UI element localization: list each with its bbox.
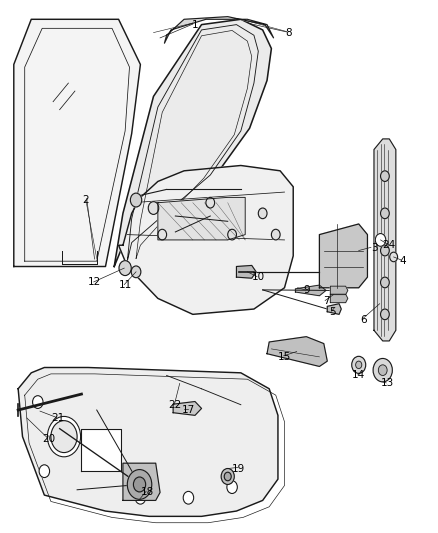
Circle shape [381,277,389,288]
Text: 3: 3 [371,243,377,253]
Circle shape [356,361,362,368]
Text: 17: 17 [182,405,195,415]
Polygon shape [158,197,245,240]
Circle shape [32,395,43,408]
Text: 22: 22 [169,400,182,410]
Polygon shape [237,265,256,278]
Text: 1: 1 [192,20,198,30]
Text: 7: 7 [323,296,329,306]
Circle shape [378,365,387,375]
Polygon shape [295,285,326,296]
Circle shape [119,261,131,276]
Text: 9: 9 [303,286,310,295]
Polygon shape [330,286,348,295]
Text: 15: 15 [278,352,291,362]
Polygon shape [119,165,293,314]
Text: 20: 20 [42,434,55,445]
Polygon shape [173,401,201,415]
Polygon shape [267,337,327,367]
Circle shape [134,477,146,492]
Circle shape [227,481,237,494]
Text: 10: 10 [252,272,265,282]
Circle shape [381,171,389,181]
Text: 13: 13 [381,378,394,389]
Circle shape [381,208,389,219]
Circle shape [127,470,152,499]
Polygon shape [81,429,121,471]
Circle shape [221,469,234,484]
Text: 24: 24 [383,240,396,250]
Polygon shape [319,224,367,288]
Polygon shape [164,17,274,43]
Polygon shape [14,19,141,266]
Text: 8: 8 [286,28,292,38]
Circle shape [39,465,49,478]
Polygon shape [330,294,348,303]
Circle shape [47,416,81,457]
Polygon shape [374,139,396,341]
Circle shape [135,491,146,504]
Circle shape [390,252,398,262]
Circle shape [381,309,389,320]
Circle shape [352,357,366,373]
Text: 4: 4 [399,256,406,266]
Circle shape [228,229,237,240]
Circle shape [206,197,215,208]
Text: 6: 6 [360,314,367,325]
Circle shape [148,201,159,214]
Text: 21: 21 [51,413,64,423]
Circle shape [373,359,392,382]
Circle shape [375,233,386,246]
Polygon shape [123,463,160,500]
Text: 18: 18 [140,488,154,497]
Circle shape [224,472,231,481]
Circle shape [131,193,142,207]
Polygon shape [114,19,272,266]
Circle shape [131,266,141,278]
Polygon shape [18,368,278,516]
Circle shape [183,491,194,504]
Text: 12: 12 [88,278,101,287]
Circle shape [51,421,77,453]
Text: 19: 19 [232,464,245,473]
Text: 11: 11 [119,280,132,290]
Text: 14: 14 [352,370,365,381]
Text: 5: 5 [329,306,336,317]
Circle shape [258,208,267,219]
Circle shape [158,229,166,240]
Text: 2: 2 [82,195,89,205]
Circle shape [272,229,280,240]
Circle shape [381,245,389,256]
Polygon shape [327,304,341,314]
